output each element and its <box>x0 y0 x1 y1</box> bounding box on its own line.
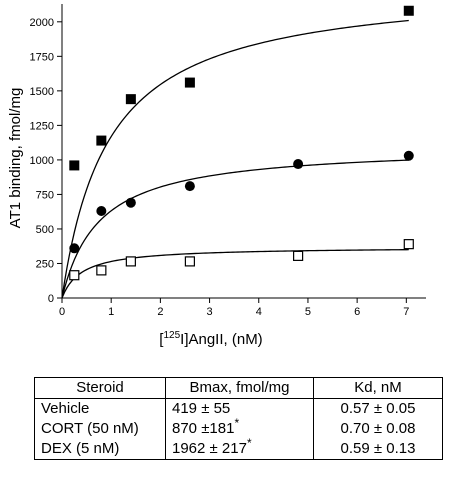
table-row: DEX (5 nM) 1962 ± 217* 0.59 ± 0.13 <box>34 436 443 460</box>
data-point <box>403 239 414 250</box>
data-point <box>125 197 136 208</box>
y-tick-label: 0 <box>48 293 54 305</box>
significance-mark: * <box>246 436 252 450</box>
y-tick-label: 250 <box>36 258 54 270</box>
data-point <box>293 250 304 261</box>
x-axis-title: [125I]AngII, (nM) <box>159 330 262 348</box>
bmax-cell: 1962 ± 217* <box>165 436 314 460</box>
data-point <box>403 150 414 161</box>
header-bmax: Bmax, fmol/mg <box>165 377 314 399</box>
table-row: CORT (50 nM) 870 ±181* 0.70 ± 0.08 <box>34 416 443 439</box>
x-tick-label: 4 <box>256 306 262 318</box>
significance-mark: * <box>234 416 240 430</box>
steroid-cell: Vehicle <box>34 398 166 419</box>
x-tick-label: 0 <box>59 306 65 318</box>
kd-cell: 0.70 ± 0.08 <box>313 419 443 439</box>
results-table: Steroid Bmax, fmol/mg Kd, nM Vehicle 419… <box>34 377 443 460</box>
header-kd: Kd, nM <box>313 377 443 399</box>
y-tick-label: 1750 <box>30 51 54 63</box>
fit-curves <box>61 19 409 299</box>
fit-curve <box>61 159 409 298</box>
data-point <box>125 94 136 105</box>
y-tick-label: 500 <box>36 224 54 236</box>
data-point <box>184 181 195 192</box>
y-tick-label: 1000 <box>30 155 54 167</box>
data-point <box>184 256 195 267</box>
x-tick-label: 2 <box>157 306 163 318</box>
axes: 0 250 500 750 1000 1250 1500 1750 2000 0 1 2 3 4 5 6 7 <box>30 4 426 318</box>
data-point <box>96 135 107 146</box>
header-steroid: Steroid <box>34 377 166 399</box>
kd-cell: 0.57 ± 0.05 <box>313 398 443 419</box>
fit-curve <box>61 19 409 298</box>
kd-cell: 0.59 ± 0.13 <box>313 439 443 460</box>
binding-chart: 0 250 500 750 1000 1250 1500 1750 2000 0 1 2 3 4 5 6 7 A… <box>7 4 426 348</box>
x-tick-label: 1 <box>108 306 114 318</box>
data-point <box>96 265 107 276</box>
data-point <box>69 270 80 281</box>
data-point <box>96 206 107 216</box>
table-header-row: Steroid Bmax, fmol/mg Kd, nM <box>34 377 443 399</box>
y-tick-label: 1250 <box>30 120 54 132</box>
y-tick-label: 750 <box>36 189 54 201</box>
y-axis-title: AT1 binding, fmol/mg <box>7 88 24 229</box>
x-tick-label: 6 <box>354 306 360 318</box>
data-point <box>125 256 136 267</box>
bmax-cell: 419 ± 55 <box>165 398 314 419</box>
data-point <box>69 243 80 254</box>
data-point <box>293 159 304 170</box>
bmax-cell: 870 ±181* <box>165 416 314 439</box>
x-tick-label: 3 <box>207 306 213 318</box>
y-tick-label: 1500 <box>30 86 54 98</box>
data-points <box>69 5 414 281</box>
table-row: Vehicle 419 ± 55 0.57 ± 0.05 <box>34 398 443 419</box>
data-point <box>184 77 195 88</box>
steroid-cell: CORT (50 nM) <box>34 419 166 439</box>
y-tick-label: 2000 <box>30 17 54 29</box>
fit-curve <box>61 249 409 299</box>
x-tick-label: 5 <box>305 306 311 318</box>
x-tick-label: 7 <box>403 306 409 318</box>
steroid-cell: DEX (5 nM) <box>34 439 166 460</box>
data-point <box>403 5 414 16</box>
data-point <box>69 160 80 171</box>
